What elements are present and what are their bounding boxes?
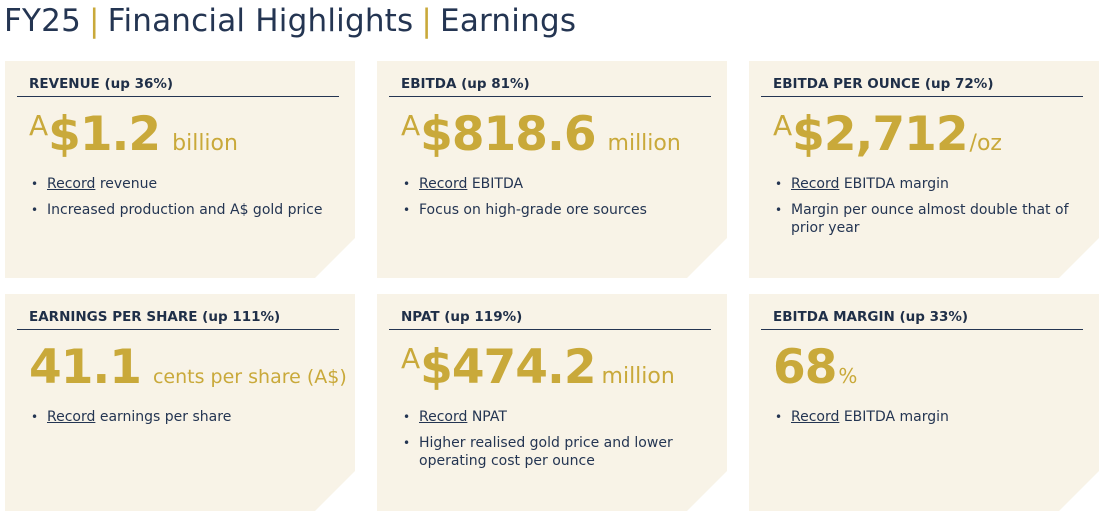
card-header: EBITDA MARGIN (up 33%) xyxy=(761,307,1083,330)
headline-unit: cents per share (A$) xyxy=(152,366,347,388)
revenue-card: REVENUE (up 36%) A$1.2 billion Record rev… xyxy=(5,61,355,278)
headline-value: 68 xyxy=(773,340,837,395)
list-item: Record EBITDA xyxy=(401,175,713,193)
headline-value: $1.2 xyxy=(48,107,161,162)
headline-figure: A$2,712/oz xyxy=(773,107,1002,163)
title-earnings: Earnings xyxy=(440,3,577,39)
bullet-text: EBITDA margin xyxy=(839,409,949,425)
bullet-text: revenue xyxy=(95,176,158,192)
bullet-list: Record EBITDA margin xyxy=(773,408,1085,434)
highlight-text: Record xyxy=(791,409,840,425)
ebitda-margin-card: EBITDA MARGIN (up 33%) 68% Record EBITDA… xyxy=(749,294,1099,511)
page-title: FY25 | Financial Highlights | Earnings xyxy=(4,0,576,42)
bullet-text: Margin per ounce almost double that of p… xyxy=(791,202,1069,236)
list-item: Record EBITDA margin xyxy=(773,408,1085,426)
list-item: Record EBITDA margin xyxy=(773,175,1085,193)
highlight-text: Record xyxy=(47,176,96,192)
headline-figure: A$1.2 billion xyxy=(29,107,238,163)
list-item: Record NPAT xyxy=(401,408,713,426)
earnings-per-share-card: EARNINGS PER SHARE (up 111%) 41.1 cents p… xyxy=(5,294,355,511)
bullet-list: Record revenue Increased production and … xyxy=(29,175,341,227)
title-fy: FY25 xyxy=(4,3,82,39)
ebitda-card: EBITDA (up 81%) A$818.6 million Record EB… xyxy=(377,61,727,278)
headline-figure: A$474.2 million xyxy=(401,340,675,396)
list-item: Focus on high-grade ore sources xyxy=(401,201,713,219)
headline-unit: % xyxy=(838,364,858,388)
bullet-text: Focus on high-grade ore sources xyxy=(419,202,647,218)
list-item: Higher realised gold price and lower ope… xyxy=(401,434,713,470)
list-item: Record earnings per share xyxy=(29,408,341,426)
bullet-text: EBITDA margin xyxy=(839,176,949,192)
list-item: Margin per ounce almost double that of p… xyxy=(773,201,1085,237)
bullet-text: earnings per share xyxy=(95,409,232,425)
headline-value: $818.6 xyxy=(420,107,596,162)
headline-value: $2,712 xyxy=(792,107,968,162)
bullet-list: Record earnings per share xyxy=(29,408,341,434)
currency-prefix: A xyxy=(773,109,793,142)
currency-prefix: A xyxy=(29,109,49,142)
headline-unit: billion xyxy=(172,131,238,156)
bullet-list: Record EBITDA margin Margin per ounce al… xyxy=(773,175,1085,245)
list-item: Record revenue xyxy=(29,175,341,193)
card-header: EARNINGS PER SHARE (up 111%) xyxy=(17,307,339,330)
card-header: REVENUE (up 36%) xyxy=(17,74,339,97)
headline-figure: 41.1 cents per share (A$) xyxy=(29,340,347,396)
headline-value: $474.2 xyxy=(420,340,596,395)
headline-figure: 68% xyxy=(773,340,857,396)
headline-unit: /oz xyxy=(969,131,1002,156)
bullet-list: Record NPAT Higher realised gold price a… xyxy=(401,408,713,478)
headline-unit: million xyxy=(601,364,675,389)
bullet-text: EBITDA xyxy=(467,176,524,192)
bullet-text: Increased production and A$ gold price xyxy=(47,202,323,218)
highlight-text: Record xyxy=(419,409,468,425)
highlight-text: Record xyxy=(419,176,468,192)
headline-value: 41.1 xyxy=(29,340,141,395)
title-financial-highlights: Financial Highlights xyxy=(107,3,414,39)
card-header: EBITDA (up 81%) xyxy=(389,74,711,97)
headline-unit: million xyxy=(607,131,681,156)
title-separator-2: | xyxy=(421,3,433,39)
list-item: Increased production and A$ gold price xyxy=(29,201,341,219)
ebitda-per-ounce-card: EBITDA PER OUNCE (up 72%) A$2,712/oz Rec… xyxy=(749,61,1099,278)
highlight-text: Record xyxy=(791,176,840,192)
highlight-text: Record xyxy=(47,409,96,425)
card-header: NPAT (up 119%) xyxy=(389,307,711,330)
bullet-text: NPAT xyxy=(467,409,507,425)
bullet-list: Record EBITDA Focus on high-grade ore so… xyxy=(401,175,713,227)
title-separator-1: | xyxy=(89,3,100,39)
currency-prefix: A xyxy=(401,109,421,142)
card-header: EBITDA PER OUNCE (up 72%) xyxy=(761,74,1083,97)
headline-figure: A$818.6 million xyxy=(401,107,681,163)
currency-prefix: A xyxy=(401,342,421,375)
bullet-text: Higher realised gold price and lower ope… xyxy=(419,435,673,469)
